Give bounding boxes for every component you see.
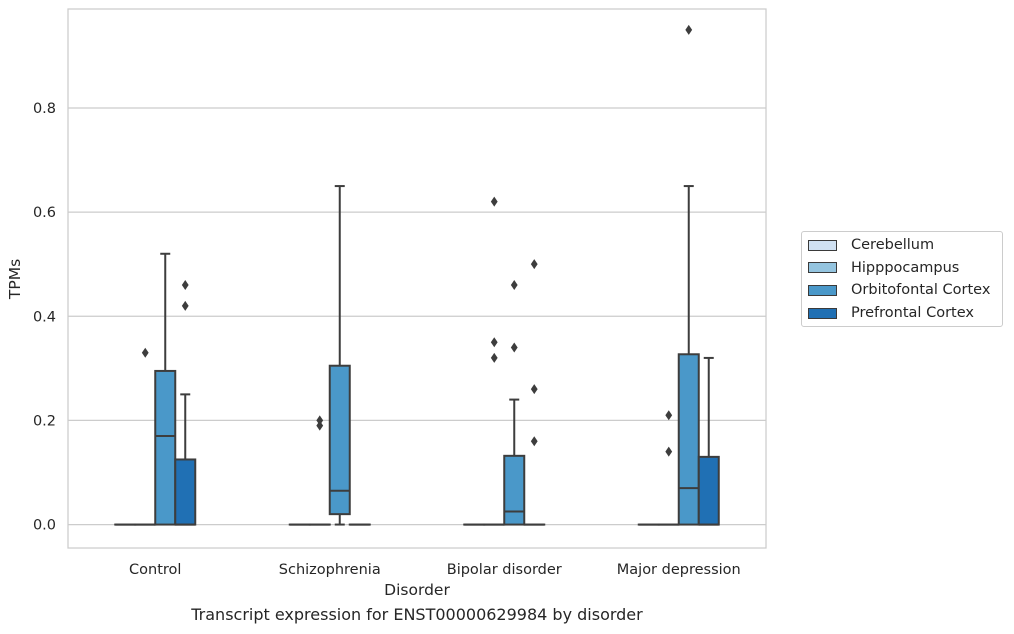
y-tick-label: 0.6 [33,205,56,221]
box-orbitofontal-cortex [154,252,177,526]
legend-swatch [808,284,837,296]
box-orbitofontal-cortex [677,24,700,526]
box-orbitofontal-cortex [328,185,351,526]
x-tick-label: Bipolar disorder [447,562,562,578]
box-hipppocampus [308,415,331,526]
outlier-point [530,259,538,270]
y-tick-label: 0.8 [33,101,56,117]
legend-swatch [808,239,837,251]
iqr-box [677,353,700,526]
outlier-point [316,420,324,431]
outlier-point [530,384,538,395]
legend-swatch [808,307,837,319]
outlier-point [181,280,189,291]
legend-item: Prefrontal Cortex [808,303,974,323]
outlier-point [490,196,498,207]
iqr-box [503,454,526,526]
outlier-point [510,342,518,353]
iqr-box [154,369,177,526]
outlier-point [490,352,498,363]
x-tick-label: Control [129,562,181,578]
iqr-box [174,458,197,526]
box-groups [114,24,720,526]
chart-caption: Transcript expression for ENST0000062998… [191,605,643,624]
legend-label: Prefrontal Cortex [851,305,974,322]
outlier-point [685,24,693,35]
outlier-point [530,436,538,447]
box-prefrontal-cortex [523,259,546,526]
x-axis-label: Disorder [384,581,450,599]
legend-label: Cerebellum [851,237,935,253]
outlier-point [665,446,673,457]
iqr-box [697,455,720,526]
y-tick-label: 0.4 [33,309,56,325]
x-tick-label: Major depression [617,562,741,578]
legend-label: Hipppocampus [851,259,960,276]
legend-label: Orbitofontal Cortex [851,282,991,299]
y-tick-label: 0.0 [33,518,56,534]
iqr-box [328,364,351,516]
box-prefrontal-cortex [174,280,197,526]
outlier-point [316,415,324,426]
x-tick-labels: Control Schizophrenia Bipolar disorder Majo… [129,562,741,578]
legend-swatch [808,262,837,274]
box-hipppocampus [657,410,680,526]
box-hipppocampus [134,347,157,526]
outlier-point [665,410,673,421]
y-axis-label: TPMs [6,259,24,300]
outlier-point [141,347,149,358]
y-tick-label: 0.2 [33,413,56,429]
legend-item: Hipppocampus [808,258,959,278]
legend-item: Orbitofontal Cortex [808,280,990,300]
outlier-point [181,300,189,311]
y-tick-labels: 0.0 0.2 0.4 0.6 0.8 [33,101,56,534]
plot-frame [67,8,767,549]
outlier-point [510,280,518,291]
x-tick-label: Schizophrenia [279,562,381,578]
box-hipppocampus [483,196,506,526]
legend: Cerebellum Hipppocampus Orbitofontal Corte… [801,231,1003,327]
box-orbitofontal-cortex [503,280,526,526]
box-prefrontal-cortex [697,356,720,526]
legend-item: Cerebellum [808,235,934,255]
outlier-point [490,337,498,348]
